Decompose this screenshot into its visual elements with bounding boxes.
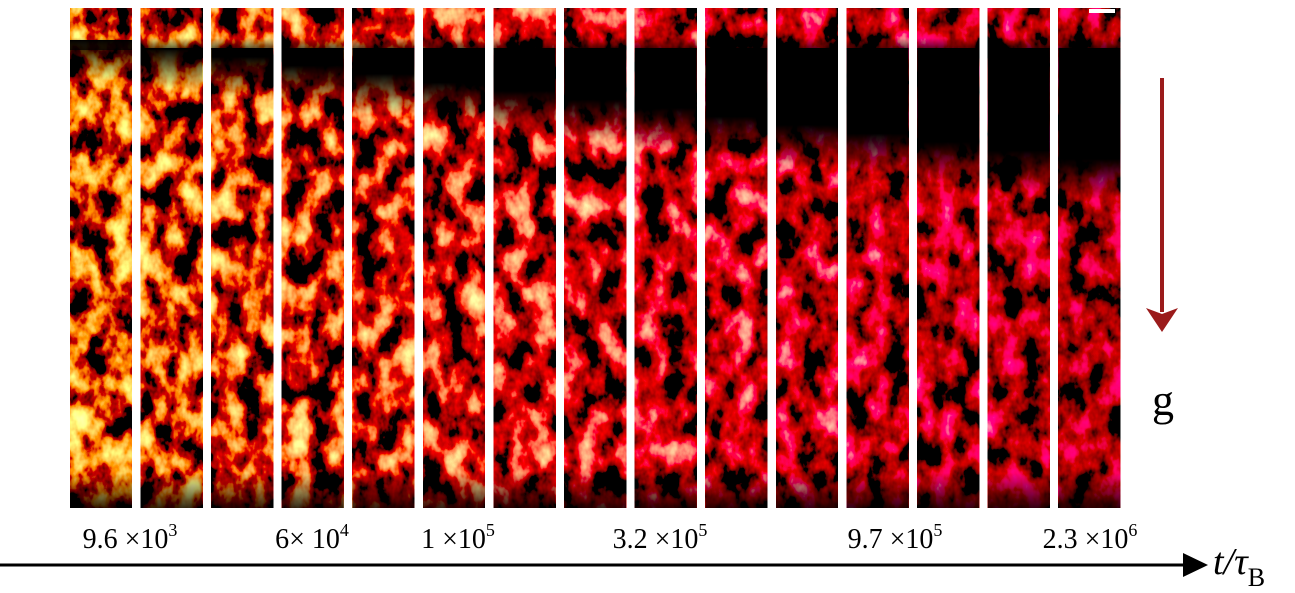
time-label-main: 3.2 ×10 bbox=[613, 524, 699, 555]
time-label-exp: 4 bbox=[340, 520, 349, 540]
time-label-exp: 3 bbox=[168, 520, 177, 540]
image-strips bbox=[70, 8, 1121, 508]
time-label-main: 9.7 ×10 bbox=[848, 524, 934, 555]
time-label-main: 6× 10 bbox=[275, 524, 340, 555]
time-axis-head bbox=[1183, 553, 1208, 577]
image-strip bbox=[211, 8, 274, 508]
time-label: 2.3 ×106 bbox=[1043, 520, 1138, 555]
image-strip bbox=[70, 8, 132, 508]
image-strip bbox=[776, 8, 838, 508]
image-strip bbox=[140, 8, 203, 508]
time-label-exp: 5 bbox=[698, 520, 707, 540]
time-label: 3.2 ×105 bbox=[613, 520, 708, 555]
time-label-main: 2.3 ×10 bbox=[1043, 524, 1129, 555]
axis-label-main: t/τ bbox=[1213, 541, 1249, 583]
image-strip bbox=[705, 8, 768, 508]
time-labels: 9.6 ×103 6× 104 1 ×105 3.2 ×105 9.7 ×105 2.3 … bbox=[83, 520, 1138, 555]
time-label-exp: 5 bbox=[933, 520, 942, 540]
time-label-main: 1 ×10 bbox=[421, 524, 486, 555]
image-strip bbox=[423, 8, 485, 508]
time-label: 6× 104 bbox=[275, 520, 349, 555]
image-strip bbox=[917, 8, 980, 508]
time-label: 9.7 ×105 bbox=[848, 520, 943, 555]
image-strip bbox=[352, 8, 415, 508]
image-strip bbox=[987, 8, 1050, 508]
time-label-exp: 5 bbox=[486, 520, 495, 540]
axis-label-sub: B bbox=[1248, 563, 1265, 592]
axis-label: t/τB bbox=[1213, 541, 1265, 592]
image-strip bbox=[564, 8, 627, 508]
time-label: 9.6 ×103 bbox=[83, 520, 178, 555]
image-strip bbox=[1058, 8, 1121, 508]
time-label-main: 9.6 ×10 bbox=[83, 524, 169, 555]
image-strip bbox=[846, 8, 909, 508]
image-strip bbox=[634, 8, 697, 508]
scale-bar bbox=[1089, 9, 1115, 13]
time-label: 1 ×105 bbox=[421, 520, 495, 555]
image-strip bbox=[281, 8, 344, 508]
time-label-exp: 6 bbox=[1128, 520, 1137, 540]
gravity-label: g bbox=[1152, 376, 1174, 425]
image-strip bbox=[493, 8, 556, 508]
